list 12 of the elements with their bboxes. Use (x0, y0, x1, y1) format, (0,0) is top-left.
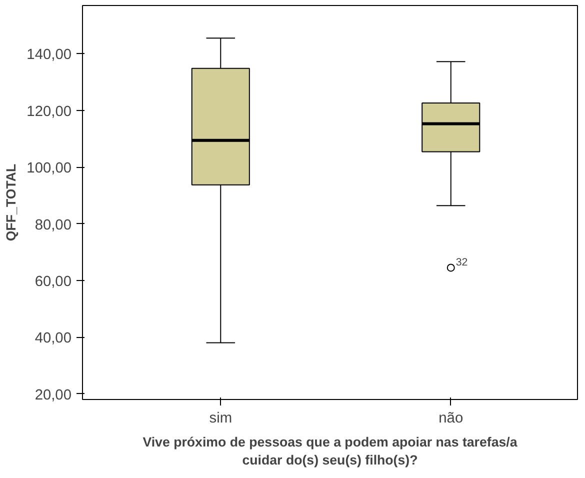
y-tick-label: 120,00 (26, 104, 72, 120)
y-tick-label: 40,00 (34, 330, 72, 347)
y-axis-title: QFF_TOTAL (4, 164, 19, 242)
annotation: 32 (456, 256, 468, 269)
y-tick-label: 140,00 (26, 47, 72, 64)
x-tick-label: sim (209, 410, 232, 426)
y-tick-label: 80,00 (34, 217, 72, 234)
y-tick-label: 100,00 (26, 160, 72, 177)
x-axis-title: Vive próximo de pessoas que a podem apoiar nas tarefas/a cuidar do(s) seu(s) filho(s)? (142, 434, 518, 468)
x-tick-label: não (438, 410, 464, 426)
y-tick-label: 20,00 (34, 387, 72, 404)
y-tick-label: 60,00 (34, 274, 72, 290)
